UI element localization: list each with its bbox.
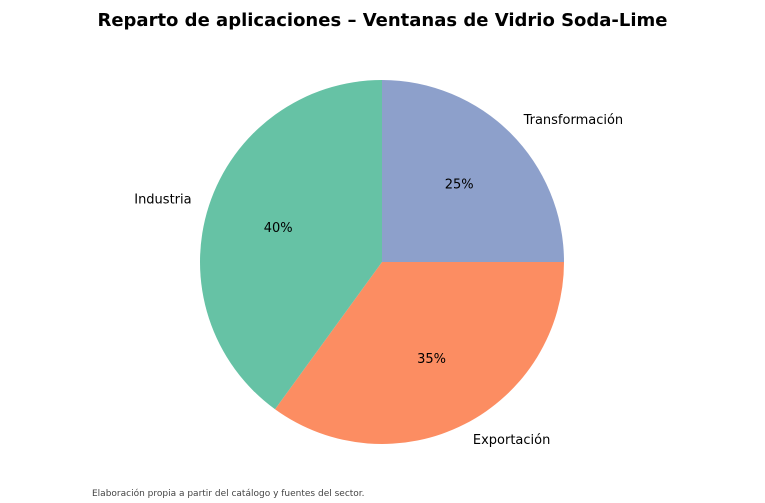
pie-pct-label-transformacion: 25% — [445, 177, 474, 192]
pie-slice-label-exportacion: Exportación — [473, 433, 550, 448]
pie-slice-industria — [200, 79, 382, 410]
pie-slice-label-industria: Industria — [134, 193, 191, 208]
pie-slice-exportacion — [275, 262, 564, 444]
pie-slice-label-transformacion: Transformación — [523, 113, 624, 128]
pie-pct-label-exportacion: 35% — [417, 352, 446, 367]
chart-title: Reparto de aplicaciones – Ventanas de Vi… — [97, 10, 668, 31]
chart-source-note: Elaboración propia a partir del catálogo… — [92, 489, 365, 499]
pie-pct-label-industria: 40% — [264, 221, 293, 236]
pie-slice-transformacion — [382, 80, 564, 262]
